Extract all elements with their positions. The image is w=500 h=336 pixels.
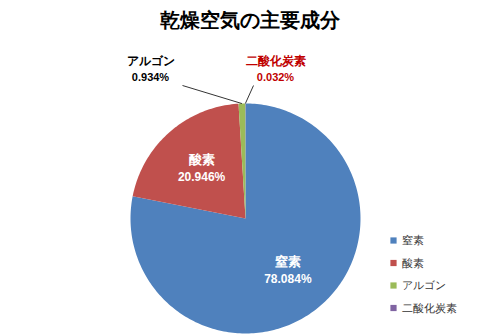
svg-text:78.084%: 78.084% [264,272,312,286]
svg-text:酸素: 酸素 [402,257,424,269]
svg-text:0.032%: 0.032% [257,71,295,83]
svg-text:窒素: 窒素 [402,234,424,246]
svg-text:二酸化炭素: 二酸化炭素 [246,54,306,68]
svg-text:20.946%: 20.946% [178,170,226,184]
svg-text:アルゴン: アルゴン [402,279,446,291]
html-text:乾燥空気の主要成分: 乾燥空気の主要成分 [160,9,340,31]
svg-text:0.934%: 0.934% [132,71,170,83]
svg-text:酸素: 酸素 [189,152,215,167]
svg-text:二酸化炭素: 二酸化炭素 [402,302,457,314]
svg-text:アルゴン: アルゴン [127,54,175,68]
svg-text:窒素: 窒素 [275,254,301,269]
